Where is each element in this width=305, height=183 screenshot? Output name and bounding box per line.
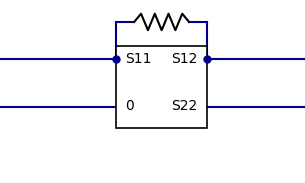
Text: S12: S12 — [171, 52, 197, 66]
Text: S22: S22 — [171, 99, 197, 113]
Text: S11: S11 — [125, 52, 152, 66]
Text: 0: 0 — [125, 99, 134, 113]
Bar — [116, 46, 207, 128]
